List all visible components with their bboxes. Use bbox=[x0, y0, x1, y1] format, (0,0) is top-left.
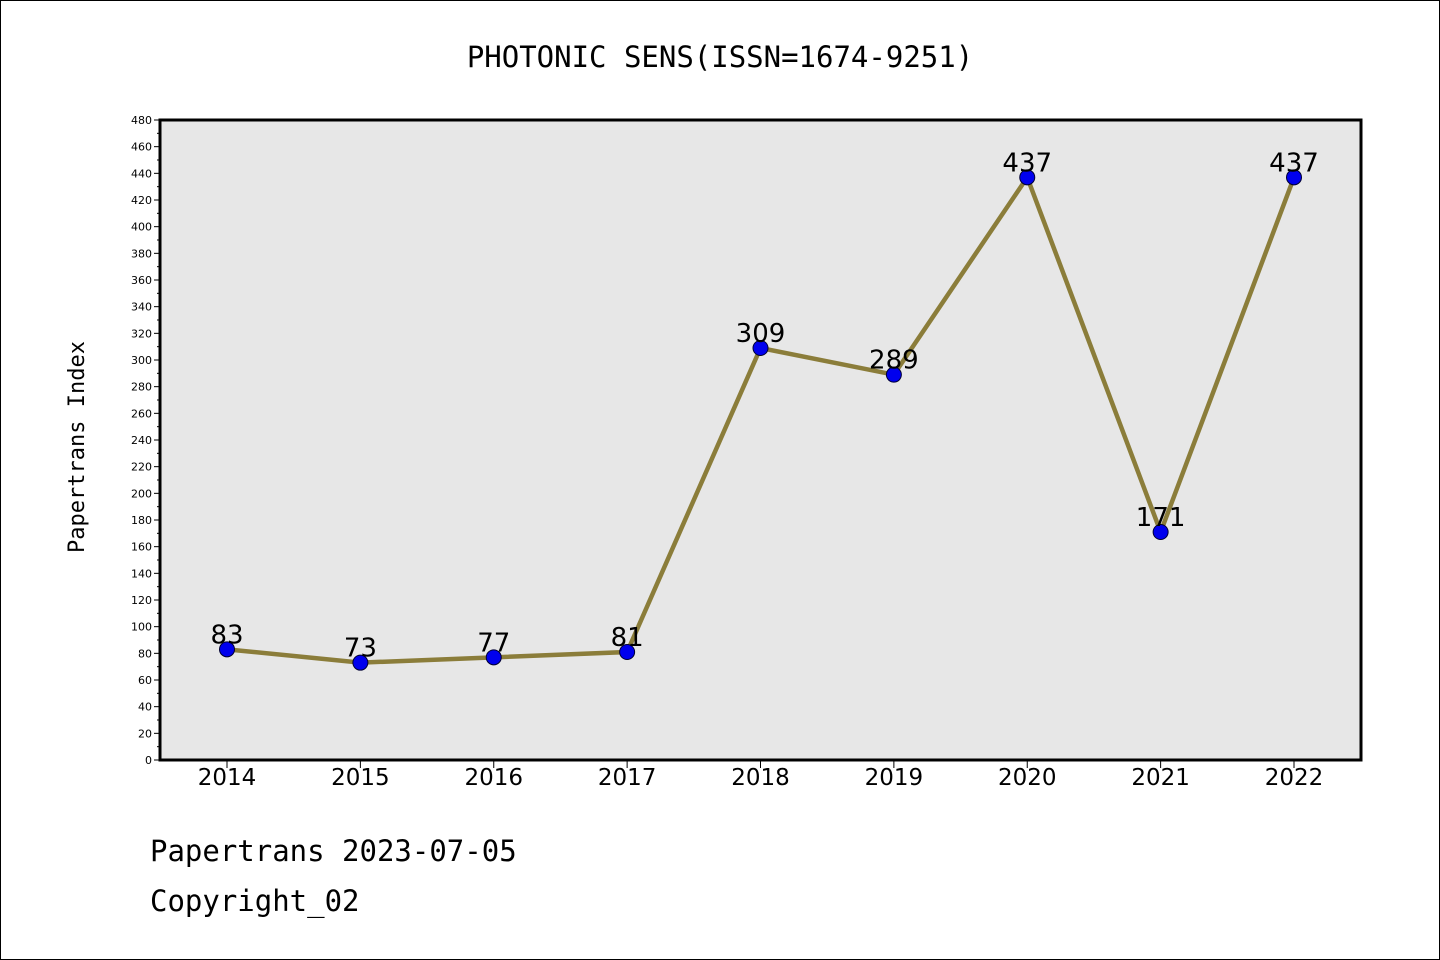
y-tick-label: 480 bbox=[131, 114, 152, 127]
data-label: 171 bbox=[1136, 503, 1186, 533]
data-label: 437 bbox=[1002, 148, 1052, 178]
y-tick-label: 140 bbox=[131, 567, 152, 580]
y-tick-label: 240 bbox=[131, 434, 152, 447]
data-point bbox=[752, 340, 769, 356]
chart-title: PHOTONIC SENS(ISSN=1674-9251) bbox=[467, 40, 973, 74]
data-point bbox=[885, 366, 902, 383]
x-tick-label: 2014 bbox=[198, 765, 257, 791]
y-tick-label: 320 bbox=[131, 327, 152, 340]
y-tick-label: 460 bbox=[131, 141, 152, 154]
data-label: 83 bbox=[210, 620, 243, 650]
x-axis: 2014 2015 2016 2017 2018 2019 2020 2021 2022 bbox=[198, 760, 1324, 791]
data-point bbox=[619, 644, 636, 660]
y-axis: 0 20 40 60 80 100 120 140 160 180 200 220 240 260 280 3… bbox=[131, 114, 160, 767]
y-tick-label: 0 bbox=[145, 754, 152, 767]
footer-date: Papertrans 2023-07-05 bbox=[150, 834, 517, 868]
series-layer: 83 73 77 81 309 289 437 171 437 bbox=[210, 148, 1319, 671]
y-tick-label: 60 bbox=[138, 674, 152, 687]
data-label: 77 bbox=[477, 628, 510, 658]
y-tick-label: 80 bbox=[138, 647, 152, 660]
y-tick-label: 400 bbox=[131, 221, 152, 234]
x-tick-label: 2015 bbox=[331, 765, 390, 791]
plot-area bbox=[158, 118, 1363, 762]
x-tick-label: 2017 bbox=[598, 765, 657, 791]
y-tick-label: 220 bbox=[131, 461, 152, 474]
footer-copyright: Copyright_02 bbox=[150, 884, 360, 918]
data-label: 81 bbox=[611, 623, 644, 653]
data-point bbox=[485, 649, 502, 666]
x-tick-label: 2021 bbox=[1131, 765, 1190, 791]
data-point bbox=[219, 641, 235, 658]
data-point bbox=[352, 654, 369, 671]
y-tick-label: 380 bbox=[131, 247, 152, 260]
y-axis-label: Papertrans Index bbox=[65, 341, 90, 553]
x-tick-label: 2016 bbox=[464, 765, 523, 791]
data-label: 73 bbox=[344, 634, 377, 664]
data-point bbox=[1286, 169, 1302, 186]
x-tick-label: 2022 bbox=[1265, 765, 1324, 791]
y-tick-label: 280 bbox=[131, 381, 152, 394]
y-tick-label: 180 bbox=[131, 514, 152, 527]
y-tick-label: 300 bbox=[131, 354, 152, 367]
data-point bbox=[1152, 524, 1169, 540]
y-tick-label: 100 bbox=[131, 621, 152, 634]
y-tick-label: 40 bbox=[138, 701, 152, 714]
data-label: 437 bbox=[1269, 148, 1319, 178]
y-tick-label: 160 bbox=[131, 541, 152, 554]
y-tick-label: 340 bbox=[131, 301, 152, 314]
data-point bbox=[1019, 169, 1036, 186]
y-tick-label: 260 bbox=[131, 407, 152, 420]
y-tick-label: 20 bbox=[138, 727, 152, 740]
data-label: 309 bbox=[736, 319, 786, 349]
x-tick-label: 2019 bbox=[865, 765, 924, 791]
x-tick-label: 2020 bbox=[998, 765, 1057, 791]
y-tick-label: 420 bbox=[131, 194, 152, 207]
y-tick-label: 360 bbox=[131, 274, 152, 287]
y-tick-label: 120 bbox=[131, 594, 152, 607]
y-tick-label: 200 bbox=[131, 487, 152, 500]
data-label: 289 bbox=[869, 346, 919, 376]
y-tick-label: 440 bbox=[131, 167, 152, 180]
x-tick-label: 2018 bbox=[731, 765, 790, 791]
